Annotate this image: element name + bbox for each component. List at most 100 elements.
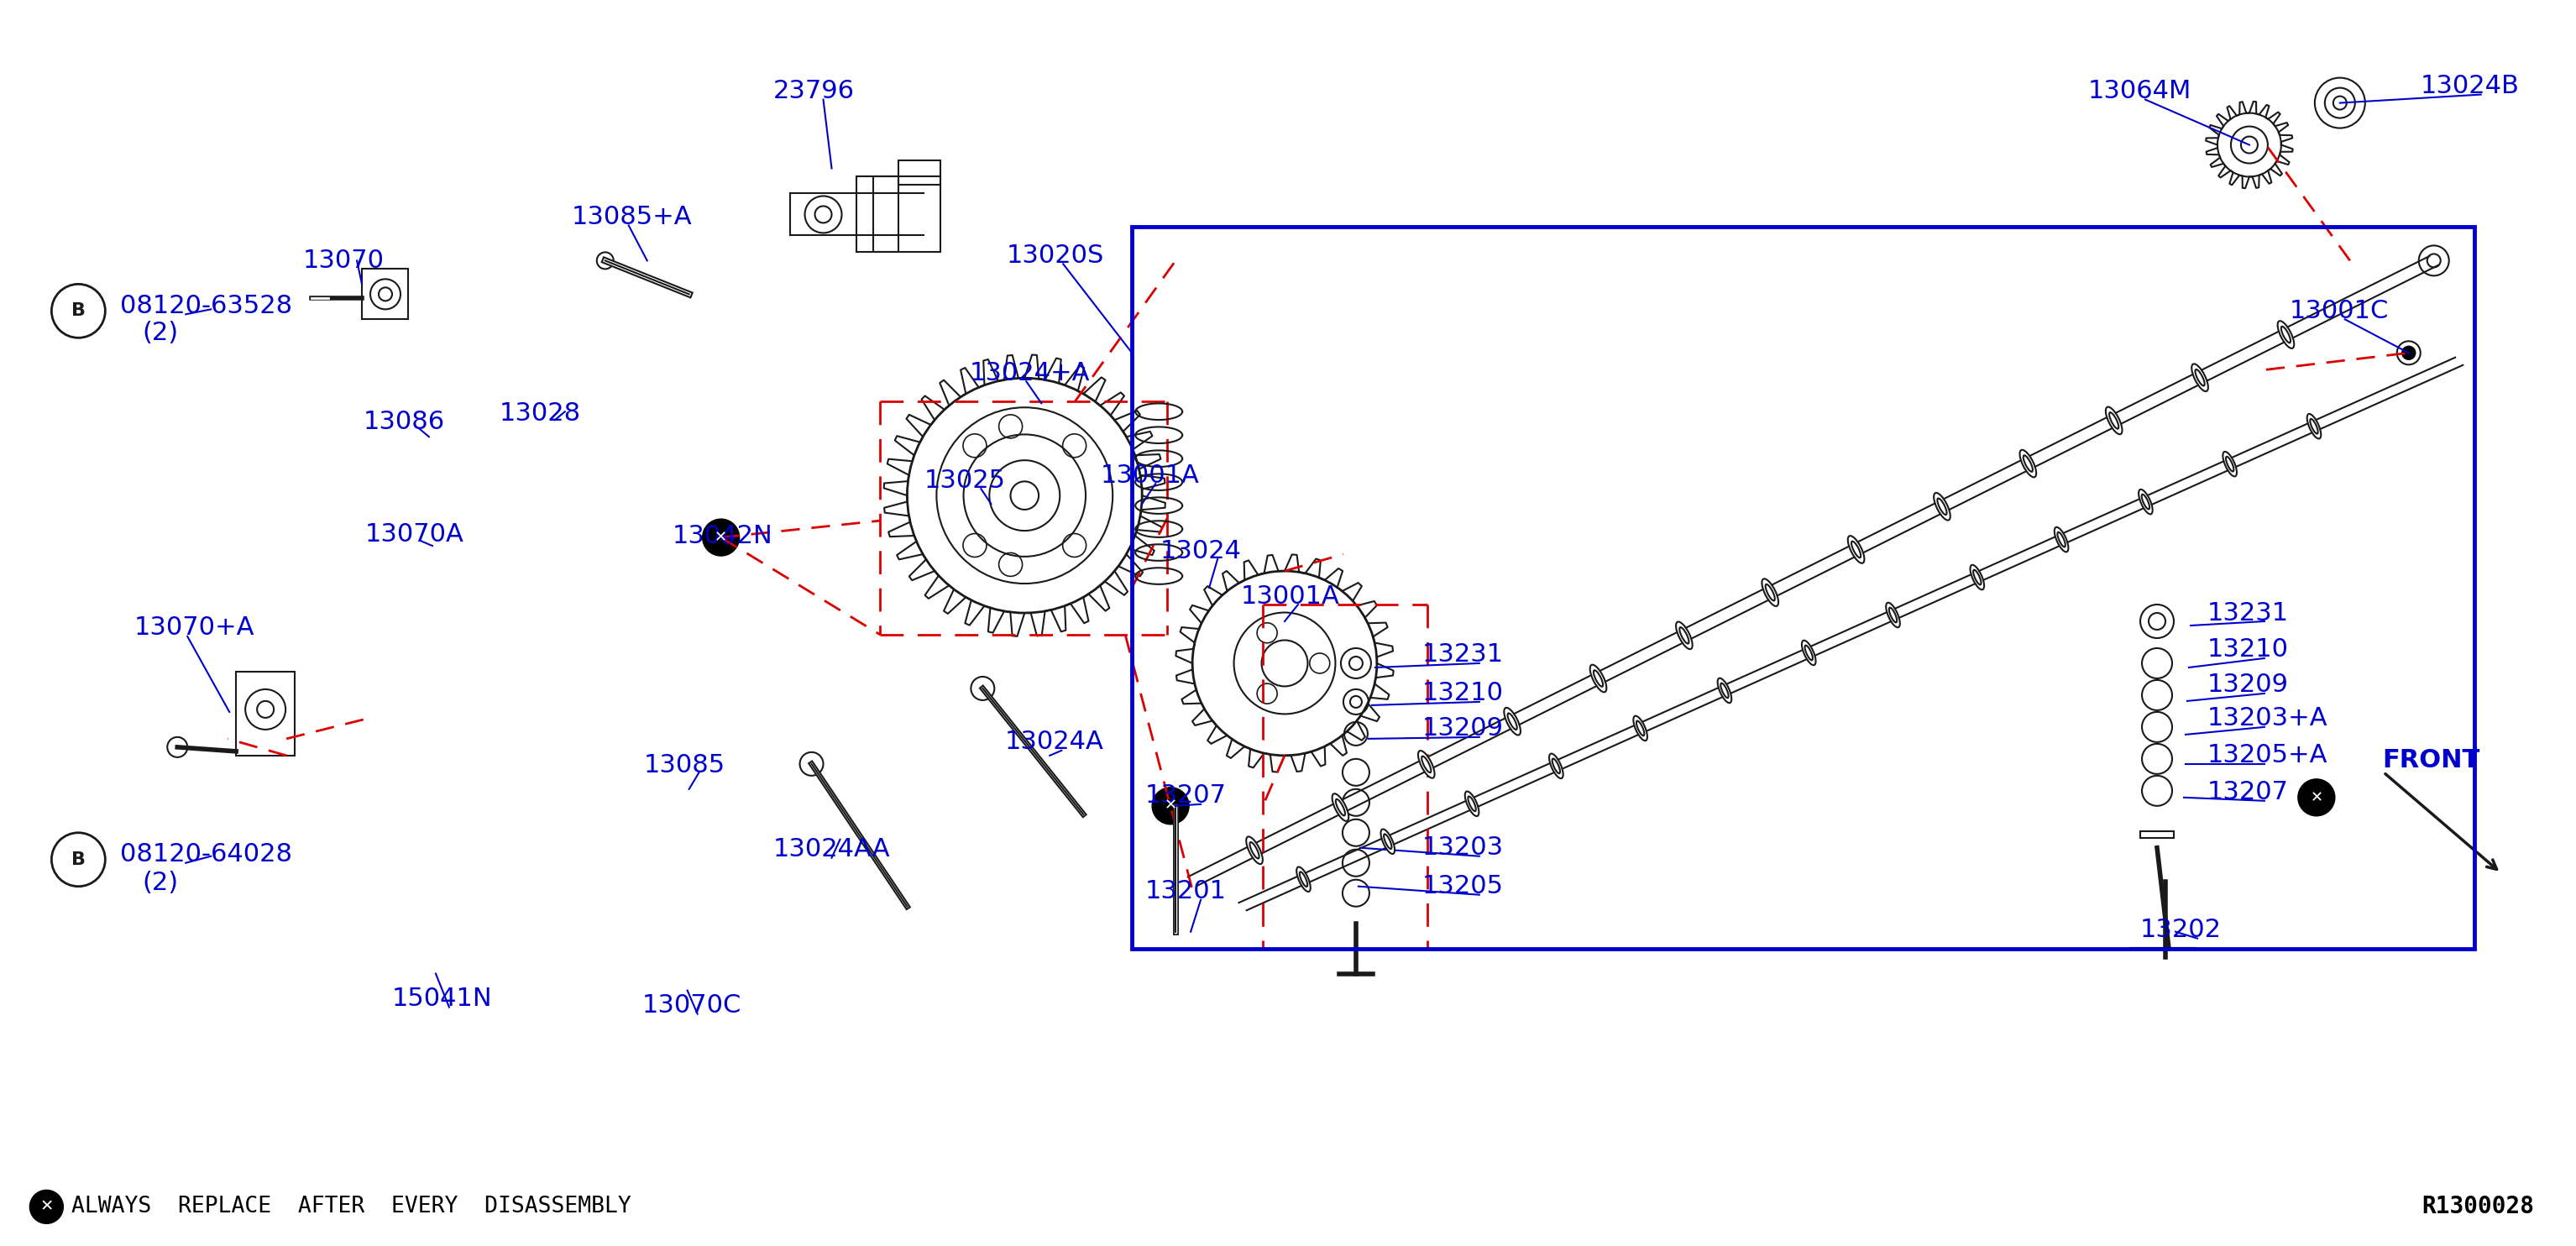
Text: 13085+A: 13085+A: [572, 204, 693, 229]
Ellipse shape: [1971, 564, 1984, 589]
Circle shape: [2401, 346, 2416, 360]
Text: 13025: 13025: [925, 468, 1005, 492]
Ellipse shape: [1677, 622, 1692, 649]
Text: 13207: 13207: [1146, 784, 1226, 807]
Ellipse shape: [1886, 603, 1901, 628]
Bar: [899, 159, 940, 186]
Ellipse shape: [1633, 716, 1646, 740]
Circle shape: [703, 520, 739, 556]
Circle shape: [1151, 787, 1190, 825]
Ellipse shape: [1383, 834, 1391, 849]
Text: 13201: 13201: [1146, 880, 1226, 903]
Text: 13064M: 13064M: [2089, 78, 2192, 103]
Ellipse shape: [1595, 670, 1602, 687]
Ellipse shape: [2223, 451, 2236, 476]
Bar: [2141, 831, 2174, 837]
Ellipse shape: [1935, 493, 1950, 521]
Ellipse shape: [2195, 369, 2205, 386]
Ellipse shape: [1589, 664, 1607, 692]
Ellipse shape: [1847, 536, 1865, 563]
Text: 13001A: 13001A: [1100, 464, 1198, 487]
Text: 13209: 13209: [1422, 716, 1504, 741]
Text: 13205: 13205: [1422, 875, 1504, 898]
Text: 13210: 13210: [2208, 638, 2290, 662]
Ellipse shape: [1466, 791, 1479, 816]
Text: 13024AA: 13024AA: [773, 837, 891, 862]
Text: 13203+A: 13203+A: [2208, 706, 2329, 731]
Text: 13024: 13024: [1162, 538, 1242, 563]
Ellipse shape: [2277, 321, 2295, 349]
Text: 13231: 13231: [2208, 601, 2290, 625]
Text: 15041N: 15041N: [392, 987, 492, 1011]
Ellipse shape: [1718, 678, 1731, 703]
Ellipse shape: [1247, 836, 1262, 863]
Ellipse shape: [1801, 640, 1816, 665]
Bar: [873, 177, 940, 252]
Bar: [361, 269, 407, 319]
Text: 13231: 13231: [1422, 643, 1504, 667]
Ellipse shape: [1337, 799, 1345, 816]
Text: 13001A: 13001A: [1242, 584, 1340, 608]
Ellipse shape: [2282, 326, 2290, 343]
Text: 13024B: 13024B: [2421, 74, 2519, 98]
Ellipse shape: [1765, 584, 1775, 601]
Text: B: B: [72, 851, 85, 868]
Text: 13001C: 13001C: [2290, 299, 2388, 323]
Text: 13024+A: 13024+A: [969, 361, 1090, 385]
Text: ✕: ✕: [714, 530, 726, 545]
Ellipse shape: [1422, 756, 1432, 773]
Ellipse shape: [1806, 645, 1814, 660]
Ellipse shape: [1553, 759, 1561, 774]
Ellipse shape: [1296, 867, 1311, 892]
Ellipse shape: [1888, 608, 1896, 623]
Text: (2): (2): [142, 320, 178, 345]
Bar: [1131, 227, 2473, 948]
Ellipse shape: [2058, 532, 2066, 547]
Text: 13020S: 13020S: [1007, 243, 1105, 268]
Ellipse shape: [2226, 456, 2233, 471]
Text: 08120-64028: 08120-64028: [121, 842, 294, 867]
Ellipse shape: [2020, 450, 2035, 477]
Text: FRONT: FRONT: [2383, 749, 2481, 773]
Ellipse shape: [2311, 419, 2318, 434]
Ellipse shape: [1419, 750, 1435, 778]
Text: 13205+A: 13205+A: [2208, 744, 2329, 768]
Text: 13202: 13202: [2141, 918, 2221, 942]
Bar: [237, 672, 294, 755]
Text: 13070A: 13070A: [366, 522, 464, 546]
Ellipse shape: [1973, 569, 1981, 584]
Text: (2): (2): [142, 871, 178, 895]
Circle shape: [2298, 779, 2334, 816]
Ellipse shape: [1636, 721, 1643, 735]
Text: 13085: 13085: [644, 754, 726, 778]
Ellipse shape: [2110, 412, 2117, 429]
Text: ✕: ✕: [39, 1199, 54, 1215]
Text: 13028: 13028: [500, 401, 582, 425]
Ellipse shape: [1721, 683, 1728, 698]
Text: 13024A: 13024A: [1005, 730, 1103, 754]
Text: 23796: 23796: [773, 78, 855, 103]
Ellipse shape: [1504, 708, 1520, 735]
Text: 13207: 13207: [2208, 780, 2290, 805]
Text: 13070+A: 13070+A: [134, 616, 255, 640]
Circle shape: [31, 1190, 64, 1224]
Ellipse shape: [1298, 872, 1309, 887]
Ellipse shape: [1381, 829, 1394, 854]
Ellipse shape: [2308, 414, 2321, 439]
Ellipse shape: [1680, 627, 1690, 644]
Text: ALWAYS  REPLACE  AFTER  EVERY  DISASSEMBLY: ALWAYS REPLACE AFTER EVERY DISASSEMBLY: [72, 1196, 631, 1217]
Text: ✕: ✕: [2311, 790, 2324, 805]
Ellipse shape: [1468, 796, 1476, 811]
Text: 13070: 13070: [304, 248, 384, 273]
Ellipse shape: [2138, 490, 2154, 515]
Ellipse shape: [2105, 407, 2123, 435]
Text: 08120-63528: 08120-63528: [121, 294, 294, 318]
Text: 13086: 13086: [363, 410, 446, 434]
Ellipse shape: [2022, 455, 2032, 472]
Text: 13042N: 13042N: [672, 523, 773, 548]
Ellipse shape: [1507, 713, 1517, 730]
Text: R1300028: R1300028: [2421, 1195, 2535, 1219]
Text: 13210: 13210: [1422, 682, 1504, 705]
Ellipse shape: [2192, 364, 2208, 391]
Ellipse shape: [2141, 495, 2148, 510]
